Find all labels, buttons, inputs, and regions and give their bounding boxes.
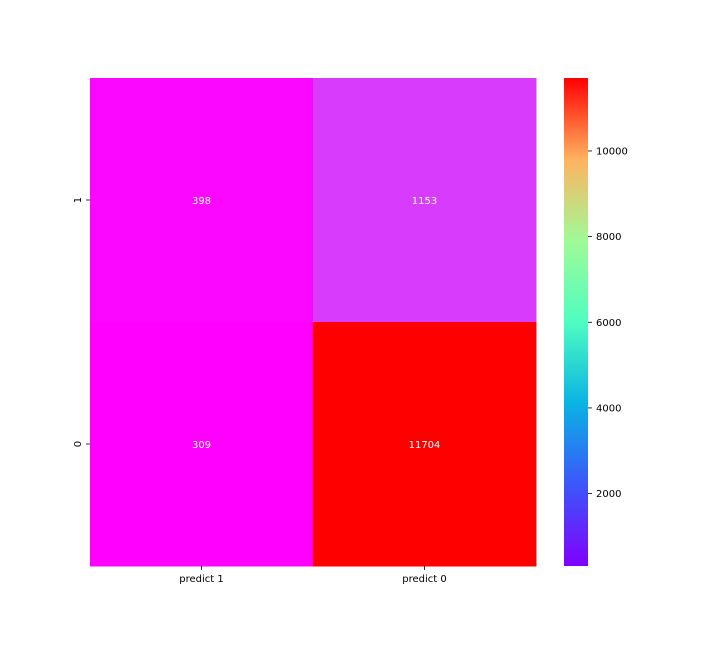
y-tick-label: 0: [73, 441, 84, 447]
cell-value: 309: [192, 440, 211, 451]
cell-value: 11704: [409, 440, 441, 451]
heatmap-cell: [313, 322, 537, 567]
cell-value: 398: [192, 196, 211, 207]
colorbar-tick-label: 6000: [596, 318, 621, 329]
x-tick-label: predict 0: [402, 574, 446, 585]
colorbar-tick-label: 4000: [596, 403, 621, 414]
heatmap-cell: [90, 322, 314, 567]
x-axis: predict 1 predict 0: [179, 566, 447, 585]
colorbar-tick-label: 2000: [596, 489, 621, 500]
x-tick-label: predict 1: [179, 574, 223, 585]
cell-value: 1153: [412, 196, 437, 207]
y-tick-label: 1: [73, 197, 84, 203]
colorbar-tick-label: 10000: [596, 146, 628, 157]
heatmap-cell: [313, 78, 537, 323]
heatmap-cell: [90, 78, 314, 323]
y-axis: 10: [73, 197, 90, 447]
colorbar-tick-label: 8000: [596, 232, 621, 243]
heatmap-cells: [90, 78, 537, 567]
cell-annotations: 398 1153 309 11704: [192, 196, 440, 451]
colorbar-gradient: [564, 78, 588, 566]
colorbar: 2000 4000 6000 8000 10000: [564, 78, 628, 566]
